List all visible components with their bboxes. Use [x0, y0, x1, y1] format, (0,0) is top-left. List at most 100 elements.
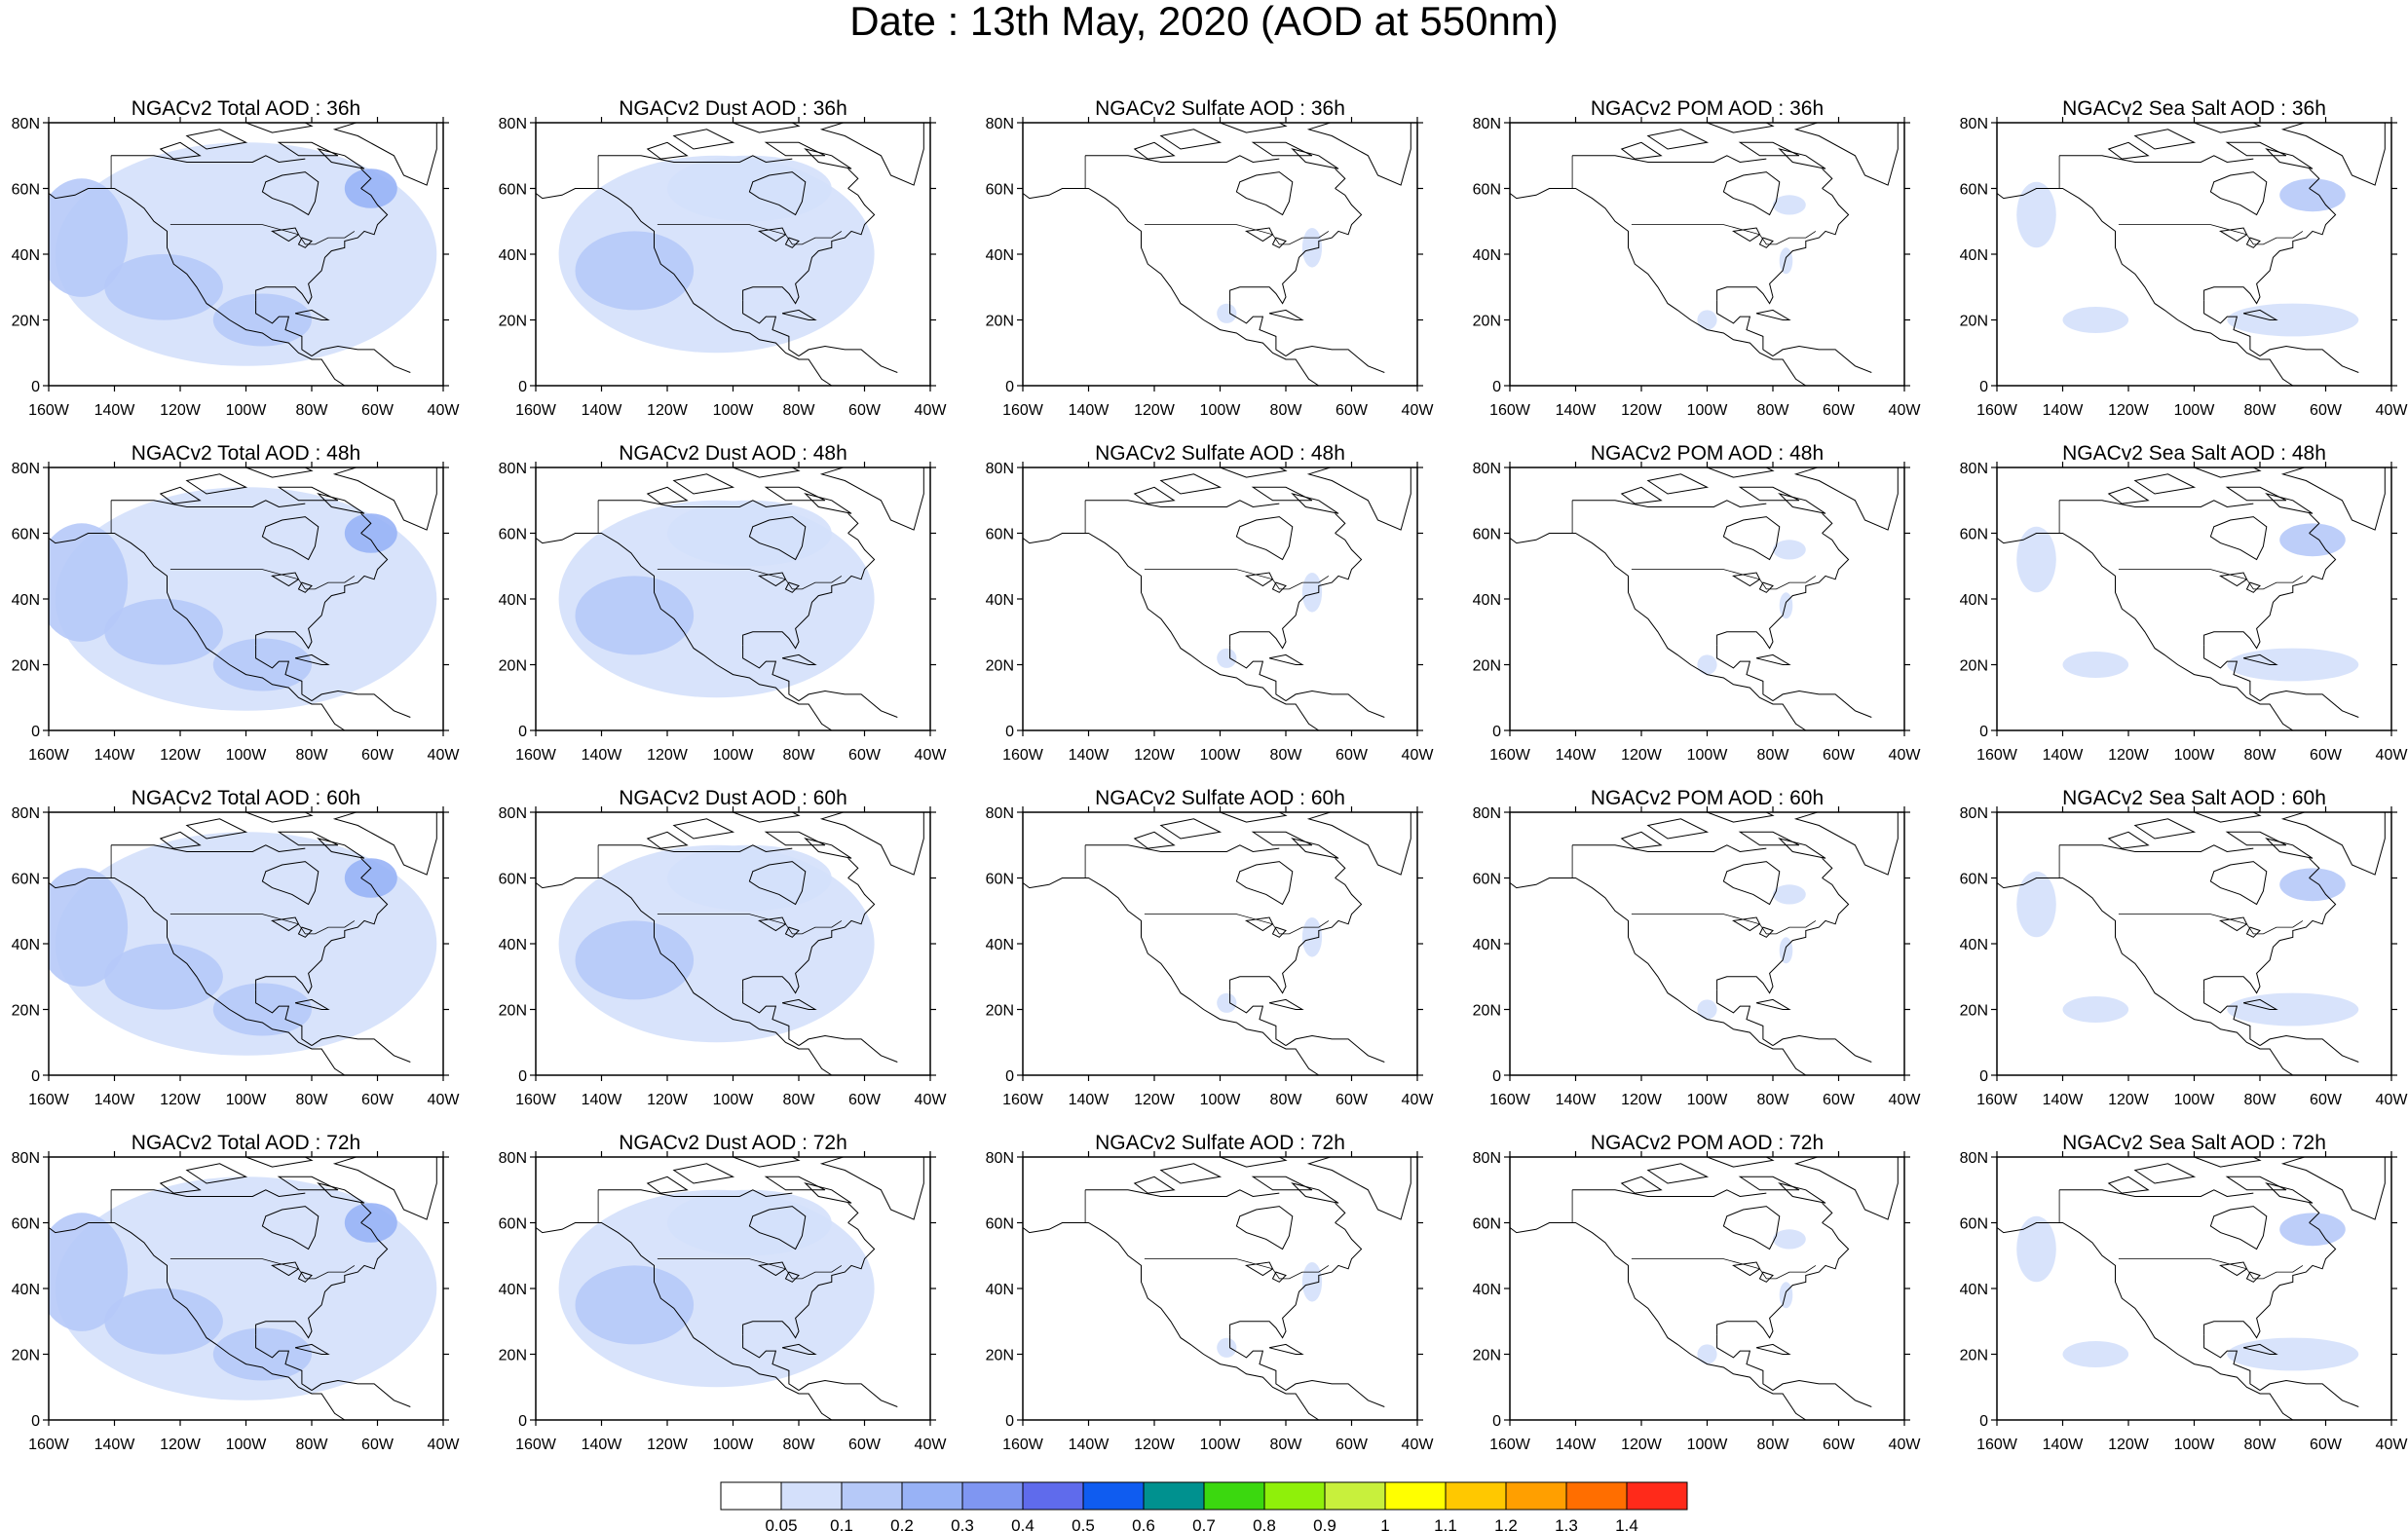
colorbar-label: 0.9: [1313, 1516, 1336, 1531]
coastline: [1620, 1176, 1663, 1194]
lon-tick-label: 120W: [2108, 1092, 2150, 1108]
coastline: [1510, 533, 1807, 730]
coastline: [798, 1034, 898, 1063]
coastline: [1738, 1176, 1800, 1191]
coastline: [784, 237, 800, 248]
lon-tick-label: 80W: [1757, 1437, 1790, 1453]
lat-tick-label: 60N: [12, 1216, 40, 1233]
lon-tick-label: 120W: [1134, 1092, 1176, 1108]
coastline: [1229, 1222, 1363, 1339]
aod-shading: [49, 832, 437, 1056]
colorbar: 0.05 0.1 0.2 0.3 0.4 0.5 0.6 0.7 0.8 0.9 1 1.1 1.2 1.…: [720, 1481, 1688, 1531]
coastline: [1133, 1176, 1176, 1194]
coastline: [261, 516, 320, 561]
lon-tick-label: 100W: [713, 1092, 755, 1108]
coastline: [1646, 1163, 1710, 1184]
coastline: [2203, 1222, 2337, 1339]
lat-tick-label: 20N: [986, 314, 1014, 330]
coastline: [1778, 493, 1826, 514]
map-panel-seasalt-60: NGACv2 Sea Salt AOD : 60h 80N 60N 40N 20N 0 16…: [1960, 787, 2408, 1108]
aod-shading: [558, 155, 875, 354]
lon-tick-label: 100W: [2174, 1437, 2216, 1453]
coastlines: [49, 812, 437, 1075]
coastline: [847, 168, 859, 189]
coastline: [2225, 1176, 2287, 1191]
lat-tick-label: 0: [31, 724, 40, 740]
lon-tick-label: 120W: [1134, 1437, 1176, 1453]
lon-tick-label: 60W: [1823, 402, 1856, 419]
coastline: [804, 1182, 852, 1204]
coastline: [1159, 1163, 1223, 1184]
coastline: [255, 645, 313, 702]
coastline: [111, 500, 306, 508]
map-panel-seasalt-48: NGACv2 Sea Salt AOD : 48h 80N 60N 40N 20N 0 16…: [1960, 442, 2408, 764]
coastline: [255, 300, 313, 357]
coastline: [742, 990, 800, 1047]
lat-tick-label: 20N: [499, 1003, 527, 1020]
map-background: [1023, 1157, 1417, 1420]
coastline: [804, 838, 852, 859]
colorbar-label: 0.7: [1192, 1516, 1216, 1531]
colorbar-swatch: [1445, 1481, 1507, 1511]
lon-tick-label: 160W: [1489, 747, 1531, 764]
map-background: [1997, 467, 2391, 730]
lon-tick-label: 120W: [160, 1437, 202, 1453]
lon-tick-label: 140W: [1556, 1437, 1598, 1453]
lat-tick-label: 40N: [12, 592, 40, 609]
lon-tick-label: 40W: [915, 747, 948, 764]
coastlines: [1510, 812, 1899, 1075]
lon-tick-label: 60W: [2310, 1092, 2343, 1108]
us-canada-border: [2118, 1258, 2304, 1280]
colorbar-swatch: [841, 1481, 903, 1511]
aod-region: [667, 500, 832, 567]
lon-tick-label: 100W: [1687, 1092, 1729, 1108]
lat-tick-label: 40N: [499, 592, 527, 609]
coastline: [49, 188, 346, 386]
colorbar-label: 1: [1380, 1516, 1389, 1531]
lon-tick-label: 40W: [2376, 1437, 2408, 1453]
coastline: [646, 141, 689, 160]
coastlines: [49, 467, 437, 730]
coastline: [1229, 990, 1287, 1047]
colorbar-swatch: [720, 1481, 782, 1511]
coastline: [255, 188, 389, 305]
coastlines: [536, 1157, 924, 1420]
lat-tick-label: 20N: [12, 658, 40, 675]
coastline: [733, 467, 801, 478]
colorbar-label: 0.1: [830, 1516, 853, 1531]
map-panel-total-48: NGACv2 Total AOD : 48h 80N 60N 40N 20N 0 160W 1…: [12, 442, 461, 764]
coastline: [1285, 690, 1385, 718]
coastline: [2309, 1202, 2320, 1223]
coastline: [1716, 1334, 1774, 1392]
lon-tick-label: 100W: [2174, 1092, 2216, 1108]
us-canada-border: [169, 569, 356, 590]
coastline: [1722, 516, 1781, 561]
lon-tick-label: 100W: [713, 747, 755, 764]
coastline: [255, 1222, 389, 1339]
coastline: [1997, 188, 2294, 386]
map-panel-total-36: NGACv2 Total AOD : 36h 80N 60N 40N 20N 0 160W 1…: [12, 97, 461, 419]
coastline: [332, 467, 437, 531]
aod-region: [1779, 937, 1793, 964]
lat-tick-label: 20N: [1960, 658, 1988, 675]
map-panel-total-72: NGACv2 Total AOD : 72h 80N 60N 40N 20N 0 160W 1…: [12, 1132, 461, 1453]
lon-tick-label: 100W: [1687, 402, 1729, 419]
panel-title: NGACv2 POM AOD : 36h: [1591, 97, 1824, 120]
lat-tick-label: 80N: [12, 116, 40, 132]
coastline: [1707, 123, 1775, 133]
coastlines: [1023, 123, 1411, 386]
coastline: [2203, 300, 2261, 357]
coastline: [1235, 171, 1294, 216]
lon-tick-label: 140W: [1556, 747, 1598, 764]
lon-tick-label: 60W: [361, 747, 395, 764]
lon-tick-label: 60W: [1336, 402, 1369, 419]
coastline: [332, 1157, 437, 1220]
coastline: [1085, 155, 1280, 164]
coastline: [798, 1379, 898, 1407]
coastline: [1510, 1222, 1807, 1420]
lat-tick-label: 60N: [12, 527, 40, 543]
coastlines: [1510, 123, 1899, 386]
coastline: [1291, 1182, 1339, 1204]
lon-tick-label: 160W: [1976, 1092, 2018, 1108]
lon-tick-label: 100W: [226, 1092, 268, 1108]
